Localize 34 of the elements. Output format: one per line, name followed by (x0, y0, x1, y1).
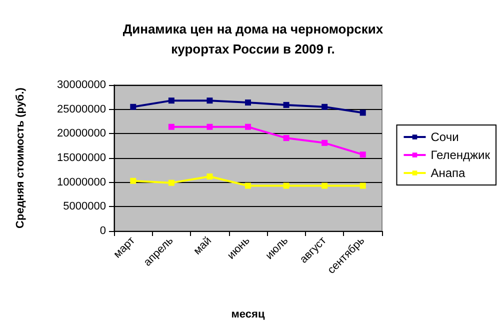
point (245, 100, 251, 106)
point (206, 98, 213, 104)
point (322, 104, 328, 110)
point (130, 178, 136, 184)
x-tick-label: май (191, 234, 214, 258)
y-tick-label: 10000000 (57, 176, 106, 188)
x-axis-title: месяц (231, 308, 265, 320)
point (360, 152, 366, 158)
legend-label: Анапа (430, 166, 466, 180)
point (130, 104, 136, 110)
y-tick-label: 15000000 (57, 152, 106, 164)
y-tick-label: 5000000 (63, 200, 106, 213)
point (168, 124, 174, 130)
y-tick-label: 30000000 (57, 79, 106, 91)
y-tick-label: 0 (100, 225, 106, 237)
point (360, 182, 366, 189)
y-tick-label: 20000000 (57, 128, 106, 140)
point (206, 173, 213, 180)
chart-title: Динамика цен на дома на черноморских курортах России в 2009 г. (122, 22, 384, 56)
legend-label: Сочи (430, 130, 459, 144)
y-tick-label: 25000000 (57, 103, 106, 116)
legend-label: Геленджик (430, 148, 491, 162)
y-axis-title: Средняя стоимость (руб.) (14, 87, 26, 228)
point (360, 110, 366, 116)
point (168, 180, 174, 186)
point (283, 135, 290, 142)
point (245, 124, 251, 130)
point (245, 182, 251, 189)
point (322, 182, 328, 189)
point (322, 140, 328, 146)
point (283, 102, 290, 108)
point (168, 98, 174, 104)
point (283, 182, 290, 189)
point (206, 124, 213, 130)
